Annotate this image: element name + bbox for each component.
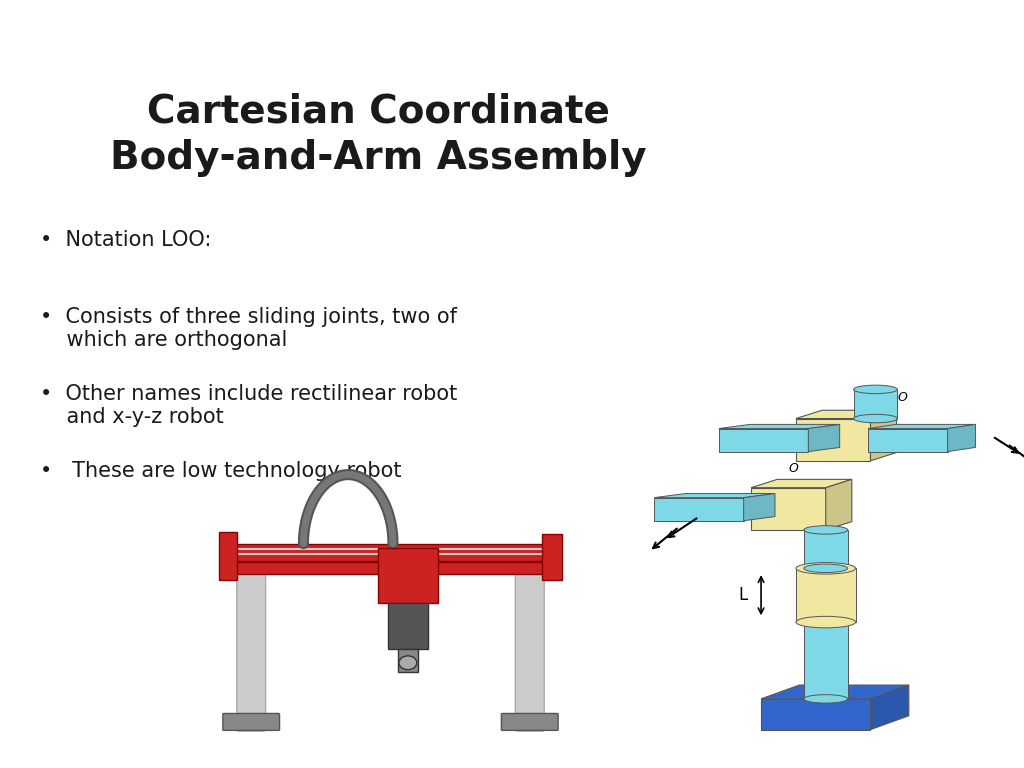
Ellipse shape — [804, 694, 848, 703]
Polygon shape — [870, 410, 897, 461]
Polygon shape — [868, 425, 976, 429]
Bar — [228, 562, 552, 574]
Polygon shape — [796, 410, 897, 419]
Text: O: O — [788, 462, 799, 475]
Polygon shape — [752, 488, 825, 530]
Ellipse shape — [854, 386, 897, 393]
FancyBboxPatch shape — [515, 559, 544, 731]
Ellipse shape — [804, 617, 848, 627]
Polygon shape — [825, 479, 852, 530]
Text: •  Consists of three sliding joints, two of
    which are orthogonal: • Consists of three sliding joints, two … — [40, 307, 457, 350]
Polygon shape — [796, 419, 870, 461]
Polygon shape — [654, 498, 743, 521]
Text: •   These are low technology robot: • These are low technology robot — [40, 461, 401, 481]
Polygon shape — [761, 699, 870, 730]
Bar — [398, 649, 418, 672]
FancyBboxPatch shape — [804, 622, 848, 699]
Ellipse shape — [796, 562, 856, 574]
FancyBboxPatch shape — [804, 530, 848, 568]
Text: O: O — [898, 391, 907, 403]
Bar — [378, 548, 437, 603]
Polygon shape — [947, 425, 976, 452]
Ellipse shape — [804, 526, 848, 535]
Bar — [542, 534, 562, 580]
FancyBboxPatch shape — [796, 568, 856, 622]
Ellipse shape — [854, 415, 897, 422]
Polygon shape — [868, 429, 947, 452]
Polygon shape — [719, 425, 840, 429]
Polygon shape — [870, 685, 908, 730]
Text: L: L — [738, 586, 748, 604]
FancyBboxPatch shape — [854, 389, 897, 419]
Text: Cartesian Coordinate
Body-and-Arm Assembly: Cartesian Coordinate Body-and-Arm Assemb… — [110, 92, 646, 177]
FancyBboxPatch shape — [223, 713, 280, 730]
Bar — [388, 603, 428, 649]
FancyBboxPatch shape — [237, 559, 265, 731]
Text: •  Notation LOO:: • Notation LOO: — [40, 230, 211, 250]
Text: •  Other names include rectilinear robot
    and x-y-z robot: • Other names include rectilinear robot … — [40, 384, 457, 427]
Polygon shape — [719, 429, 808, 452]
Circle shape — [399, 656, 417, 670]
Polygon shape — [743, 494, 775, 521]
Polygon shape — [761, 685, 908, 699]
FancyBboxPatch shape — [502, 713, 558, 730]
Ellipse shape — [796, 616, 856, 628]
Bar — [219, 532, 237, 580]
Polygon shape — [808, 425, 840, 452]
Ellipse shape — [804, 564, 848, 573]
Polygon shape — [654, 494, 775, 498]
Bar — [228, 544, 552, 561]
Polygon shape — [752, 479, 852, 488]
